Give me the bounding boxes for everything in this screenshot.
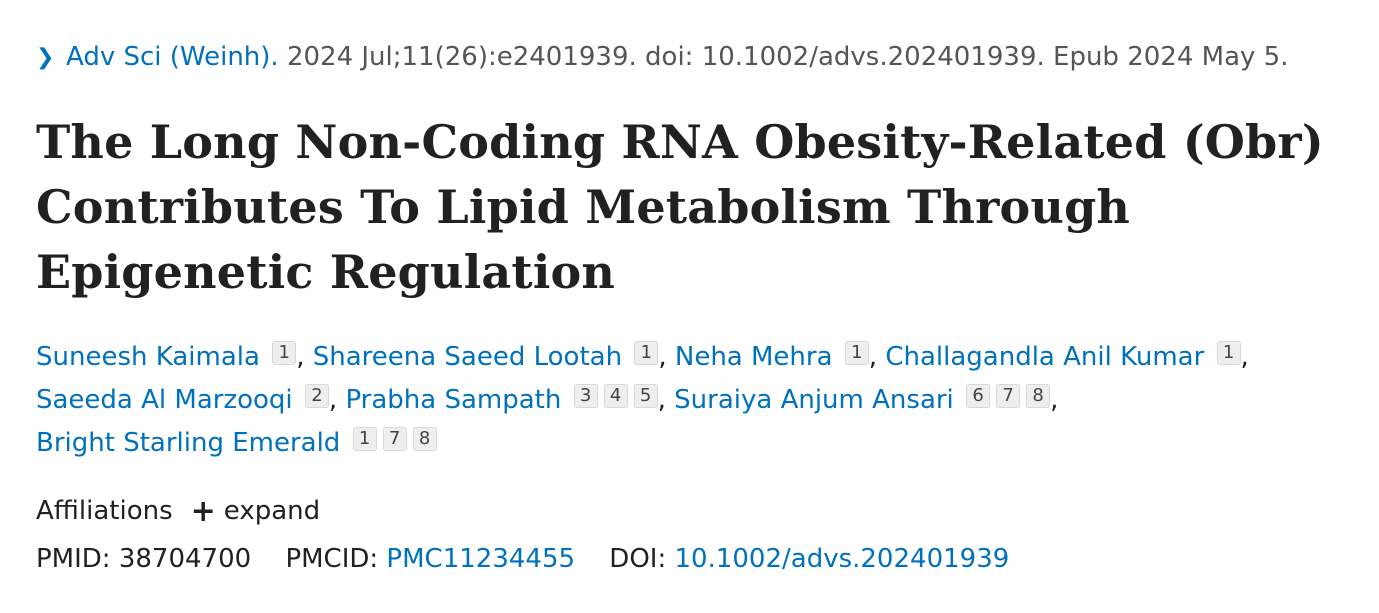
affiliation-number-button[interactable]: 1 xyxy=(634,341,659,365)
author-list: Suneesh Kaimala 1, Shareena Saeed Lootah… xyxy=(36,336,1356,465)
author-link[interactable]: Suneesh Kaimala xyxy=(36,342,260,372)
affiliation-number-button[interactable]: 1 xyxy=(1216,341,1241,365)
affiliations-toggle[interactable]: Affiliations + expand xyxy=(36,494,320,529)
expand-label[interactable]: expand xyxy=(223,496,321,526)
author-item: Suneesh Kaimala 1, xyxy=(36,341,305,372)
affiliation-number-button[interactable]: 2 xyxy=(304,384,329,408)
author-item: Saeeda Al Marzooqi 2, xyxy=(36,384,338,415)
pmcid-group: PMCID: PMC11234455 xyxy=(285,544,575,574)
affiliation-number-button[interactable]: 7 xyxy=(382,427,407,451)
affiliation-number-button[interactable]: 1 xyxy=(844,341,869,365)
affiliation-number-button[interactable]: 8 xyxy=(412,427,437,451)
pmid-value: 38704700 xyxy=(118,544,252,574)
identifiers-row: PMID: 38704700 PMCID: PMC11234455 DOI: 1… xyxy=(36,542,1035,576)
citation-details: 2024 Jul;11(26):e2401939. doi: 10.1002/a… xyxy=(286,42,1289,72)
citation-line: ❯ Adv Sci (Weinh). 2024 Jul;11(26):e24019… xyxy=(36,40,1288,75)
author-link[interactable]: Suraiya Anjum Ansari xyxy=(674,385,954,415)
article-title: The Long Non-Coding RNA Obesity-Related … xyxy=(36,115,1324,299)
doi-label: DOI: xyxy=(609,544,667,574)
pmcid-label: PMCID: xyxy=(285,544,379,574)
affiliation-number-button[interactable]: 1 xyxy=(352,427,377,451)
author-item: Shareena Saeed Lootah 1, xyxy=(312,341,667,372)
affiliation-number-button[interactable]: 1 xyxy=(272,341,297,365)
author-link[interactable]: Shareena Saeed Lootah xyxy=(312,342,623,372)
author-link[interactable]: Bright Starling Emerald xyxy=(36,428,341,458)
pmcid-link[interactable]: PMC11234455 xyxy=(386,544,576,574)
affiliation-number-button[interactable]: 8 xyxy=(1026,384,1051,408)
author-item: Neha Mehra 1, xyxy=(674,341,878,372)
doi-group: DOI: 10.1002/advs.202401939 xyxy=(609,544,1009,574)
journal-link[interactable]: Adv Sci (Weinh). xyxy=(66,42,279,72)
pmid-group: PMID: 38704700 xyxy=(36,544,251,574)
author-link[interactable]: Neha Mehra xyxy=(674,342,833,372)
author-link[interactable]: Challagandla Anil Kumar xyxy=(885,342,1205,372)
chevron-right-icon[interactable]: ❯ xyxy=(36,45,55,70)
author-link[interactable]: Saeeda Al Marzooqi xyxy=(36,385,293,415)
author-item: Challagandla Anil Kumar 1, xyxy=(885,341,1249,372)
affiliations-label: Affiliations xyxy=(36,496,173,526)
affiliation-number-button[interactable]: 7 xyxy=(996,384,1021,408)
affiliation-number-button[interactable]: 6 xyxy=(966,384,991,408)
plus-icon[interactable]: + xyxy=(190,494,216,529)
affiliation-number-button[interactable]: 5 xyxy=(633,384,658,408)
affiliation-number-button[interactable]: 3 xyxy=(573,384,598,408)
doi-link[interactable]: 10.1002/advs.202401939 xyxy=(674,544,1010,574)
author-link[interactable]: Prabha Sampath xyxy=(345,385,562,415)
pmid-label: PMID: xyxy=(36,544,111,574)
affiliation-number-button[interactable]: 4 xyxy=(603,384,628,408)
